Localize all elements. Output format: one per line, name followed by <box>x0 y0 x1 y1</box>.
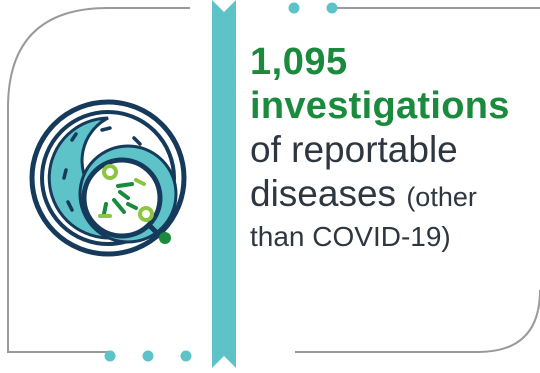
stat-number: 1,095 <box>250 41 348 83</box>
stat-line-3: than COVID-19) <box>250 221 451 252</box>
frame-outline-right <box>295 7 540 353</box>
stat-line-2-aside: (other <box>406 182 477 212</box>
frame-dot <box>142 350 154 362</box>
stat-line-2-main: diseases <box>250 173 397 214</box>
frame-dot <box>180 350 192 362</box>
frame-dot <box>288 2 300 14</box>
stat-line-2: diseases (other <box>250 172 540 219</box>
ribbon-divider <box>212 0 236 368</box>
stat-text: 1,095 investigations of reportable disea… <box>250 40 540 255</box>
stat-emphasis: investigations <box>250 85 510 127</box>
frame-outline <box>7 7 190 353</box>
stat-line-1: of reportable <box>250 129 458 170</box>
frame-dot <box>104 350 116 362</box>
frame-dot <box>326 2 338 14</box>
petri-dish-bacteria-icon <box>29 99 187 257</box>
